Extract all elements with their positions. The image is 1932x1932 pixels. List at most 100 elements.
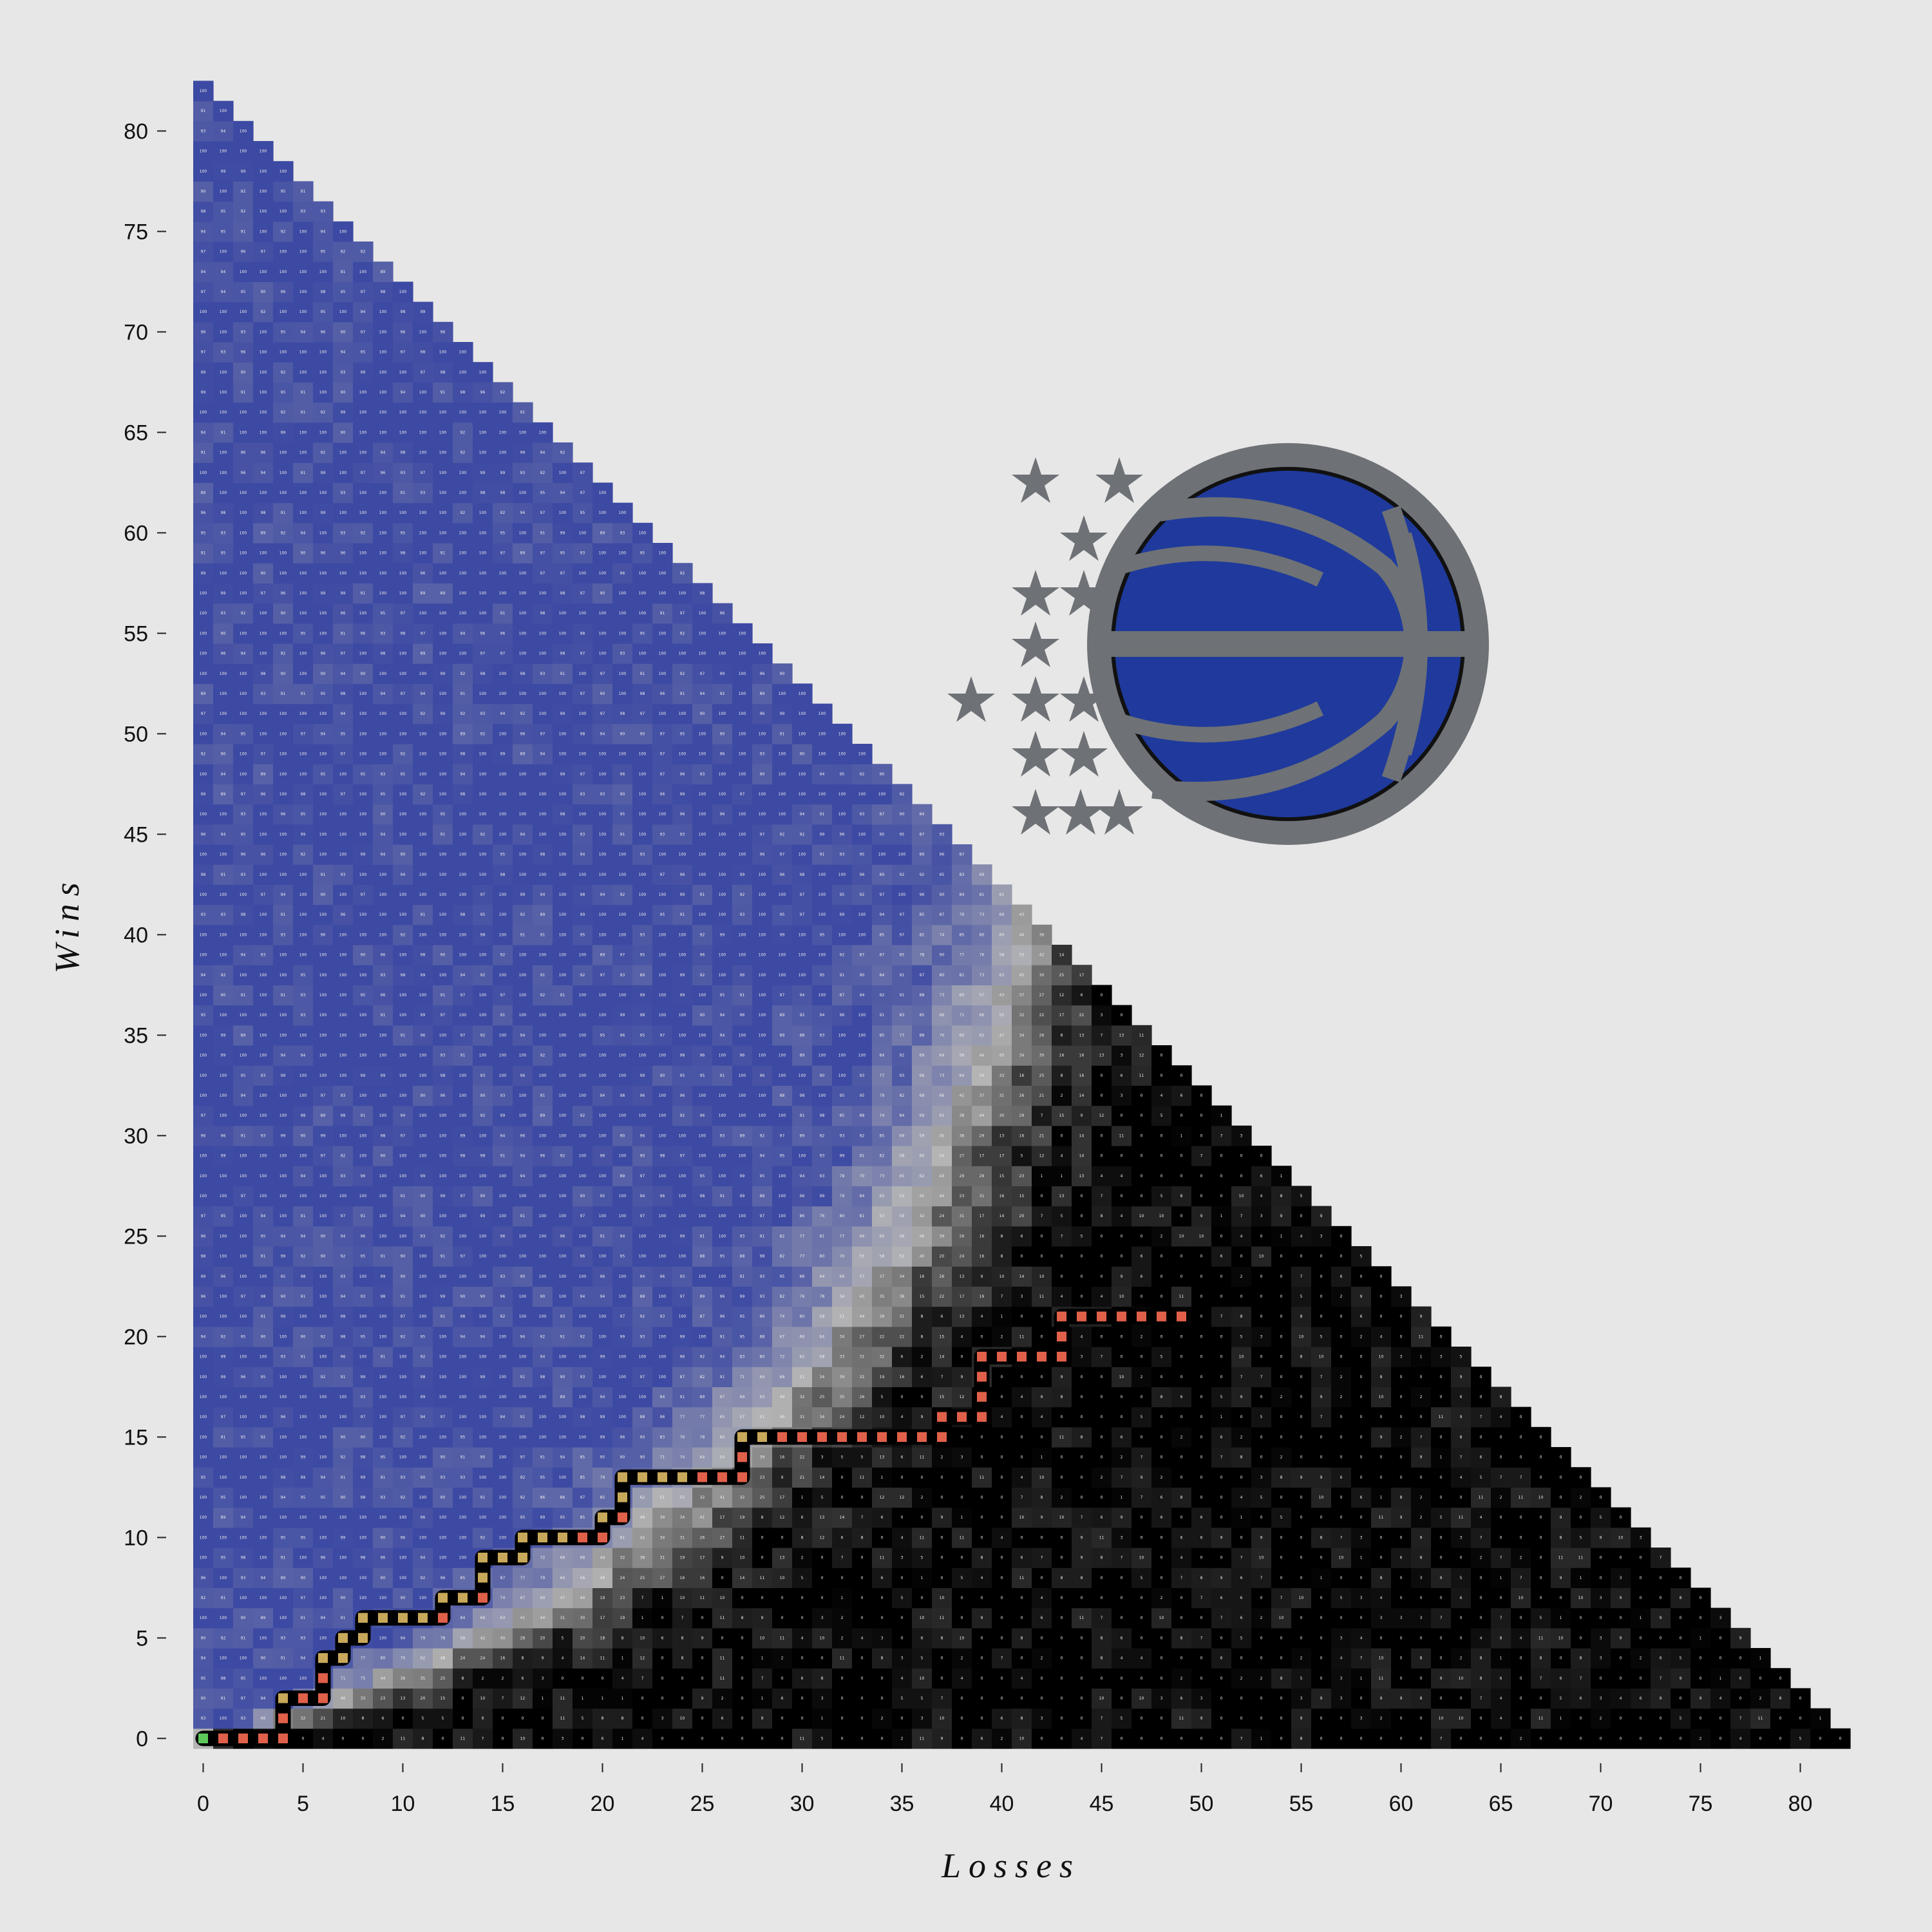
cell-value-label: 0 — [542, 1716, 544, 1721]
cell-value-label: 100 — [499, 1535, 507, 1540]
cell-value-label: 100 — [240, 1596, 247, 1600]
cell-value-label: 99 — [321, 1133, 326, 1138]
cell-value-label: 0 — [1021, 1255, 1023, 1259]
cell-value-label: 0 — [1300, 1616, 1303, 1620]
cell-value-label: 1 — [1500, 1576, 1502, 1580]
cell-value-label: 96 — [640, 1094, 645, 1098]
heatmap-cell — [1730, 1728, 1751, 1749]
cell-value-label: 0 — [1220, 1154, 1223, 1159]
cell-value-label: 63 — [500, 1616, 506, 1620]
heatmap-cell — [932, 1688, 952, 1709]
cell-value-label: 94 — [261, 1696, 266, 1701]
cell-value-label: 0 — [761, 1535, 764, 1540]
cell-value-label: 99 — [680, 993, 685, 998]
cell-value-label: 90 — [261, 1656, 266, 1661]
cell-value-label: 98 — [361, 1556, 366, 1560]
cell-value-label: 32 — [1019, 1013, 1025, 1018]
cell-value-label: 0 — [1200, 1455, 1203, 1460]
cell-value-label: 100 — [399, 1556, 407, 1560]
cell-value-label: 0 — [1580, 1475, 1582, 1480]
cell-value-label: 100 — [399, 1375, 407, 1379]
cell-value-label: 0 — [1300, 1495, 1303, 1500]
cell-value-label: 100 — [499, 1475, 507, 1480]
cell-value-label: 100 — [319, 1435, 327, 1439]
cell-value-label: 6 — [1101, 1515, 1103, 1520]
cell-value-label: 44 — [980, 1113, 985, 1118]
cell-value-label: 0 — [1061, 1455, 1063, 1460]
cell-value-label: 7 — [1141, 1495, 1143, 1500]
cell-value-label: 100 — [499, 1355, 507, 1359]
cell-value-label: 97 — [920, 973, 925, 978]
cell-value-label: 0 — [821, 1656, 824, 1661]
cell-value-label: 91 — [381, 1013, 386, 1018]
cell-value-label: 96 — [620, 1033, 625, 1037]
cell-value-label: 0 — [601, 1676, 604, 1681]
cell-value-label: 92 — [301, 1255, 306, 1259]
cell-value-label: 9 — [721, 1556, 724, 1560]
cell-value-label: 100 — [499, 1334, 507, 1339]
cell-value-label: 14 — [1079, 1094, 1084, 1098]
cell-value-label: 11 — [1578, 1556, 1584, 1560]
cell-value-label: 11 — [960, 1535, 965, 1540]
cell-value-label: 92 — [580, 973, 585, 978]
cell-value-label: 0 — [1260, 1696, 1263, 1701]
cell-value-label: 9 — [1220, 1576, 1223, 1580]
cell-value-label: 15 — [999, 1174, 1005, 1179]
cell-value-label: 100 — [539, 1234, 547, 1238]
cell-value-label: 76 — [680, 1435, 685, 1439]
cell-value-label: 3 — [1420, 1576, 1423, 1580]
cell-value-label: 8 — [681, 1636, 684, 1640]
cell-value-label: 25 — [640, 1576, 645, 1580]
cell-value-label: 100 — [260, 1194, 267, 1198]
cell-value-label: 0 — [1001, 1435, 1003, 1439]
cell-value-label: 6 — [1121, 1636, 1123, 1640]
cell-value-label: 97 — [460, 1194, 466, 1198]
cell-value-label: 96 — [840, 1013, 845, 1018]
cell-value-label: 0 — [1280, 1375, 1283, 1379]
heatmap-cell — [1351, 1688, 1372, 1709]
cell-value-label: 100 — [559, 1094, 567, 1098]
cell-value-label: 0 — [1700, 1616, 1702, 1620]
cell-value-label: 100 — [559, 1435, 567, 1439]
cell-value-label: 9 — [1560, 1515, 1562, 1520]
heatmap-cell — [1351, 1668, 1372, 1689]
cell-value-label: 44 — [980, 1054, 985, 1058]
heatmap-cell — [1132, 1728, 1152, 1749]
cell-value-label: 0 — [1320, 1255, 1323, 1259]
cell-value-label: 5 — [562, 1636, 564, 1640]
heatmap-cell — [812, 1708, 833, 1729]
cell-value-label: 0 — [1121, 1616, 1123, 1620]
cell-value-label: 92 — [540, 1054, 545, 1058]
cell-value-label: 5 — [1260, 1495, 1263, 1500]
cell-value-label: 5 — [1081, 1234, 1083, 1238]
cell-value-label: 100 — [399, 1154, 407, 1159]
cell-value-label: 9 — [1141, 1475, 1143, 1480]
cell-value-label: 0 — [1180, 1515, 1183, 1520]
cell-value-label: 90 — [381, 1576, 386, 1580]
cell-value-label: 9 — [1620, 1636, 1622, 1640]
cell-value-label: 93 — [680, 1274, 685, 1279]
cell-value-label: 100 — [379, 1194, 387, 1198]
cell-value-label: 0 — [861, 1495, 864, 1500]
cell-value-label: 11 — [600, 1656, 605, 1661]
cell-value-label: 70 — [860, 1174, 865, 1179]
cell-value-label: 100 — [279, 1676, 287, 1681]
cell-value-label: 0 — [781, 1616, 784, 1620]
cell-value-label: 1 — [1560, 1616, 1562, 1620]
cell-value-label: 2 — [382, 1736, 384, 1741]
cell-value-label: 3 — [1021, 1294, 1023, 1299]
heatmap-cell — [213, 1688, 234, 1709]
cell-value-label: 13 — [820, 1515, 825, 1520]
cell-value-label: 100 — [739, 1113, 746, 1118]
cell-value-label: 0 — [1141, 1515, 1143, 1520]
cell-value-label: 89 — [800, 1133, 805, 1138]
cell-value-label: 34 — [1019, 1033, 1025, 1037]
cell-value-label: 95 — [840, 1094, 845, 1098]
cell-value-label: 7 — [1200, 1596, 1203, 1600]
cell-value-label: 2 — [1520, 1736, 1522, 1741]
cell-value-label: 2 — [841, 1636, 844, 1640]
cell-value-label: 66 — [940, 1013, 945, 1018]
heatmap-cell — [1690, 1688, 1711, 1709]
cell-value-label: 3 — [821, 1696, 824, 1701]
cell-value-label: 0 — [1280, 1556, 1283, 1560]
